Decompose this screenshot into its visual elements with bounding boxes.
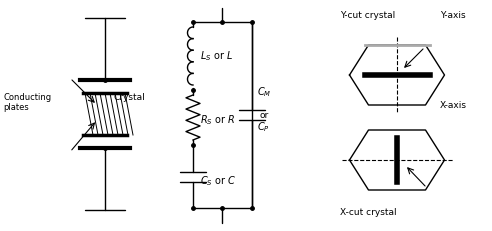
Text: Conducting: Conducting: [3, 93, 51, 102]
Text: Crystal: Crystal: [113, 93, 145, 102]
Text: $L_S$ or $L$: $L_S$ or $L$: [200, 49, 233, 63]
Text: X-axis: X-axis: [440, 101, 467, 110]
Text: Y-cut crystal: Y-cut crystal: [340, 11, 395, 20]
Text: or: or: [259, 110, 268, 119]
Text: X-cut crystal: X-cut crystal: [340, 208, 397, 217]
Text: $C_P$: $C_P$: [257, 120, 270, 134]
Text: $C_S$ or $C$: $C_S$ or $C$: [200, 175, 236, 188]
Text: $C_M$: $C_M$: [257, 85, 272, 99]
Text: $R_S$ or $R$: $R_S$ or $R$: [200, 114, 236, 128]
Text: plates: plates: [3, 103, 29, 112]
Text: Y-axis: Y-axis: [440, 11, 465, 20]
